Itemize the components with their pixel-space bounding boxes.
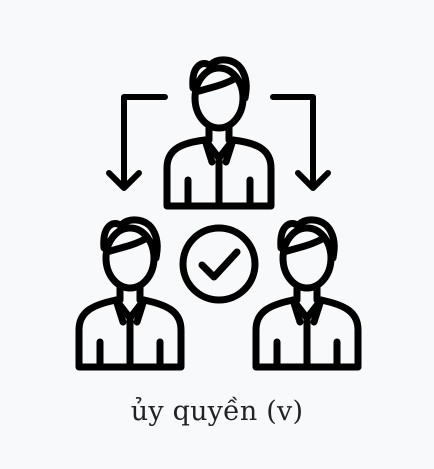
delegation-illustration [75, 56, 362, 371]
person-right-icon [252, 216, 362, 371]
person-left-icon [75, 216, 185, 371]
person-top-icon [163, 56, 275, 210]
vocabulary-caption: ủy quyền (v) [130, 396, 304, 427]
arrow-down-right-icon [270, 94, 331, 191]
checkmark-circle-icon [179, 224, 259, 304]
arrow-down-left-icon [106, 94, 168, 191]
